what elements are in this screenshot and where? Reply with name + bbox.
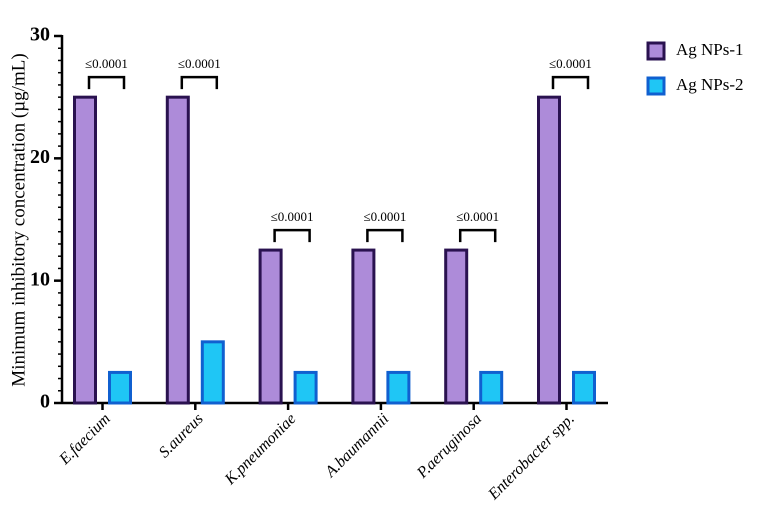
y-tick-label: 30 <box>30 24 50 46</box>
bar <box>258 248 283 405</box>
bar <box>386 370 411 405</box>
y-tick-label: 20 <box>30 146 50 168</box>
y-axis-label: Minimum inhibitory concentration (µg/mL) <box>8 53 29 386</box>
significance-bracket <box>180 75 219 90</box>
legend-label: Ag NPs-2 <box>676 75 744 94</box>
bar <box>351 248 376 405</box>
x-tick-label: Enterobacter spp. <box>485 410 578 503</box>
annotation: ≤0.0001 <box>85 56 128 71</box>
bar <box>479 370 504 405</box>
bar <box>73 95 97 405</box>
annotation: ≤0.0001 <box>178 56 221 71</box>
bar <box>572 370 596 405</box>
x-tick-label: S.aureus <box>156 410 207 461</box>
legend-swatch <box>646 76 666 96</box>
significance-bracket <box>87 75 126 90</box>
y-tick-label: 10 <box>30 268 50 290</box>
bar <box>444 248 469 405</box>
significance-bracket <box>458 228 497 243</box>
bar <box>165 95 190 405</box>
x-tick-label: K.pneumoniae <box>221 410 299 488</box>
annotation: ≤0.0001 <box>456 209 499 224</box>
annotation: ≤0.0001 <box>271 209 314 224</box>
bar <box>293 370 318 405</box>
significance-bracket <box>366 228 404 243</box>
significance-bracket <box>551 75 590 90</box>
x-tick-label: P.aeruginosa <box>413 410 485 482</box>
bar <box>537 95 561 405</box>
x-tick-label: A.baumannii <box>321 410 392 481</box>
annotation: ≤0.0001 <box>549 56 592 71</box>
x-tick-label: E.faecium <box>56 410 114 468</box>
legend-swatch <box>646 41 666 61</box>
significance-bracket <box>273 228 311 243</box>
bar <box>200 340 225 405</box>
annotation: ≤0.0001 <box>363 209 406 224</box>
y-tick-label: 0 <box>40 391 50 413</box>
legend-label: Ag NPs-1 <box>676 40 744 59</box>
bar <box>108 370 132 405</box>
